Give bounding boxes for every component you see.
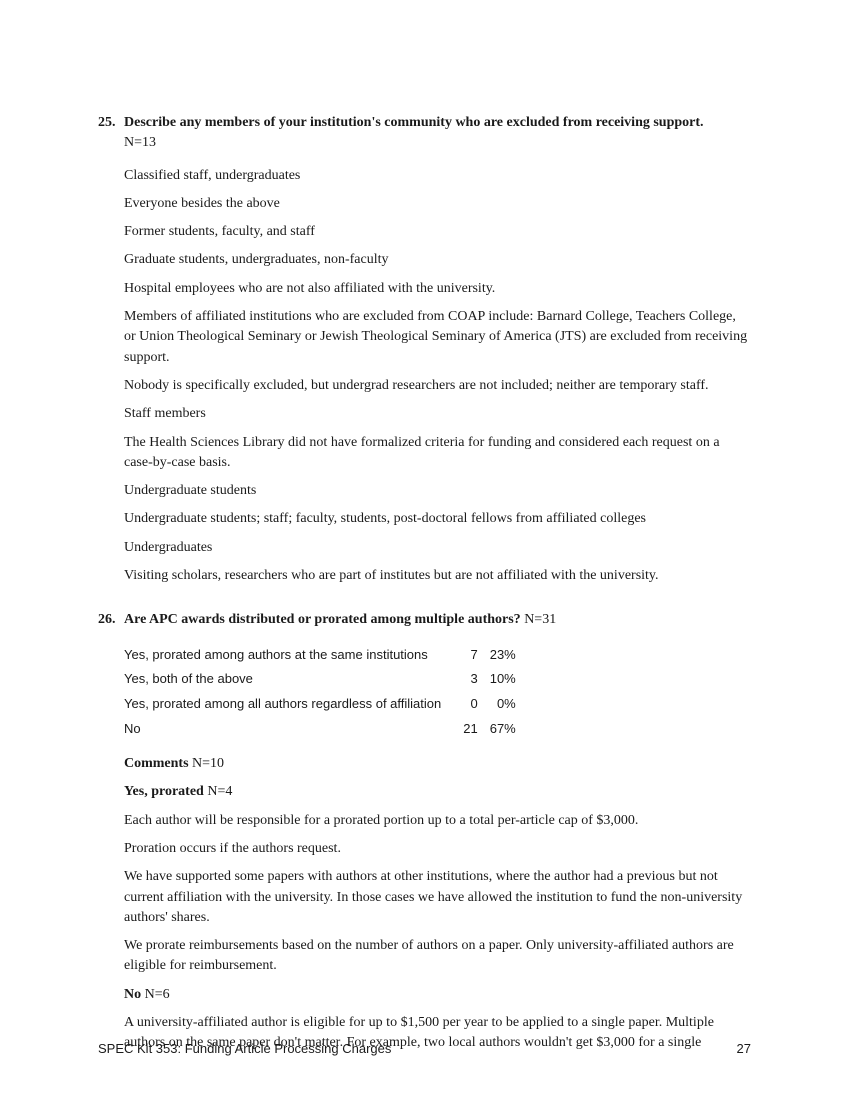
table-row: Yes, prorated among authors at the same … [124,643,526,668]
document-page: 25. Describe any members of your institu… [0,0,849,1100]
row-count: 7 [451,643,483,668]
response-item: We prorate reimbursements based on the n… [124,936,751,977]
response-item: Members of affiliated institutions who a… [124,307,751,368]
response-item: Undergraduate students; staff; faculty, … [124,509,751,529]
response-item: Undergraduate students [124,481,751,501]
comments-label: Comments [124,756,189,771]
response-item: We have supported some papers with autho… [124,867,751,928]
table-row: Yes, both of the above 3 10% [124,667,526,692]
response-item: The Health Sciences Library did not have… [124,433,751,474]
no-n: N=6 [145,987,170,1002]
response-item: Classified staff, undergraduates [124,166,751,186]
table-row: No 21 67% [124,717,526,742]
question-25: 25. Describe any members of your institu… [98,113,751,586]
row-count: 0 [451,692,483,717]
yes-heading: Yes, prorated N=4 [124,782,751,802]
row-label: Yes, prorated among all authors regardle… [124,692,451,717]
row-label: Yes, both of the above [124,667,451,692]
question-n: N=13 [124,135,156,150]
comments-heading: Comments N=10 [124,754,751,774]
response-item: Nobody is specifically excluded, but und… [124,376,751,396]
row-pct: 10% [484,667,526,692]
question-26: 26. Are APC awards distributed or prorat… [98,610,751,1053]
response-item: Proration occurs if the authors request. [124,839,751,859]
question-title: Describe any members of your institution… [124,115,704,130]
question-title-wrap: Are APC awards distributed or prorated a… [124,610,556,630]
response-item: Graduate students, undergraduates, non-f… [124,250,751,270]
no-label: No [124,987,141,1002]
results-table: Yes, prorated among authors at the same … [124,643,526,742]
response-item: Everyone besides the above [124,194,751,214]
row-count: 21 [451,717,483,742]
question-content: Classified staff, undergraduates Everyon… [124,166,751,587]
question-header: 26. Are APC awards distributed or prorat… [98,610,751,630]
footer-left: SPEC Kit 353: Funding Article Processing… [98,1041,391,1056]
response-item: Staff members [124,404,751,424]
question-header: 25. Describe any members of your institu… [98,113,751,154]
footer-page-number: 27 [737,1041,751,1056]
response-item: Each author will be responsible for a pr… [124,811,751,831]
response-item: Undergraduates [124,538,751,558]
row-count: 3 [451,667,483,692]
row-label: Yes, prorated among authors at the same … [124,643,451,668]
row-label: No [124,717,451,742]
response-item: Hospital employees who are not also affi… [124,279,751,299]
no-heading: No N=6 [124,985,751,1005]
row-pct: 23% [484,643,526,668]
question-title: Are APC awards distributed or prorated a… [124,612,521,627]
question-title-wrap: Describe any members of your institution… [124,113,704,154]
response-item: Visiting scholars, researchers who are p… [124,566,751,586]
question-number: 26. [98,610,124,630]
question-number: 25. [98,113,124,154]
yes-n: N=4 [207,784,232,799]
response-item: Former students, faculty, and staff [124,222,751,242]
table-row: Yes, prorated among all authors regardle… [124,692,526,717]
question-content: Yes, prorated among authors at the same … [124,643,751,1054]
yes-label: Yes, prorated [124,784,204,799]
comments-n: N=10 [192,756,224,771]
page-footer: SPEC Kit 353: Funding Article Processing… [98,1041,751,1056]
question-n: N=31 [524,612,556,627]
row-pct: 67% [484,717,526,742]
row-pct: 0% [484,692,526,717]
